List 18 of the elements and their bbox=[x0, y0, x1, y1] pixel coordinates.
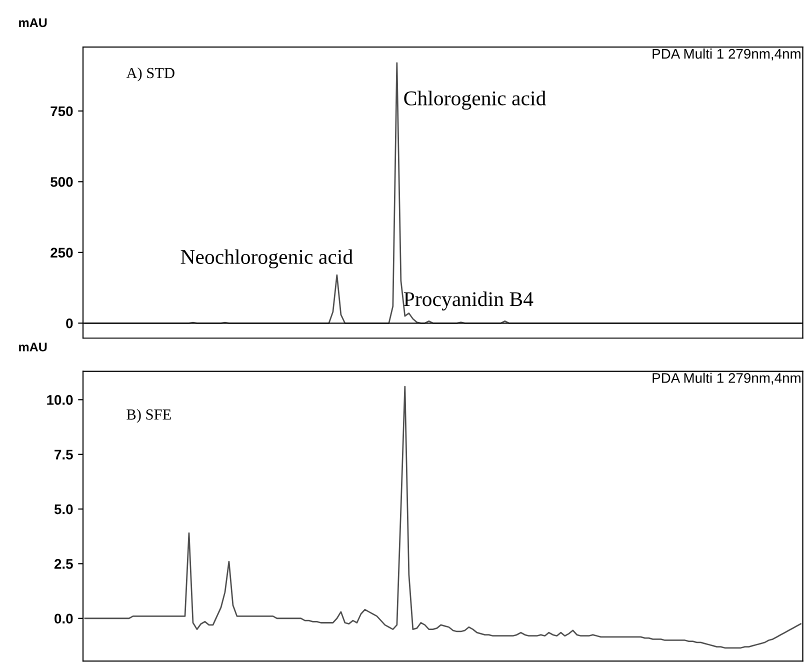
annotation: A) STD bbox=[126, 67, 174, 82]
y-tick-label: 10.0 bbox=[47, 395, 73, 405]
y-tick-label: 750 bbox=[50, 106, 73, 116]
y-tick-label: 7.5 bbox=[54, 450, 73, 460]
y-tick-label: 2.5 bbox=[54, 559, 73, 569]
y-tick-label: 5.0 bbox=[54, 504, 73, 514]
annotation: Neochlorogenic acid bbox=[180, 249, 353, 268]
y-tick-label: 250 bbox=[50, 248, 73, 258]
annotation: Chlorogenic acid bbox=[404, 90, 546, 110]
annotation: PDA Multi 1 279nm,4nm bbox=[652, 372, 800, 385]
annotation: PDA Multi 1 279nm,4nm bbox=[652, 48, 800, 60]
y-axis-title: mAU bbox=[19, 18, 47, 28]
y-tick-label: 0 bbox=[66, 318, 73, 328]
y-tick-label: 0.0 bbox=[54, 614, 73, 624]
annotation: Procyanidin B4 bbox=[404, 292, 534, 310]
annotation: B) SFE bbox=[126, 408, 171, 423]
y-tick-label: 500 bbox=[50, 177, 73, 187]
y-axis-title: mAU bbox=[19, 342, 47, 352]
